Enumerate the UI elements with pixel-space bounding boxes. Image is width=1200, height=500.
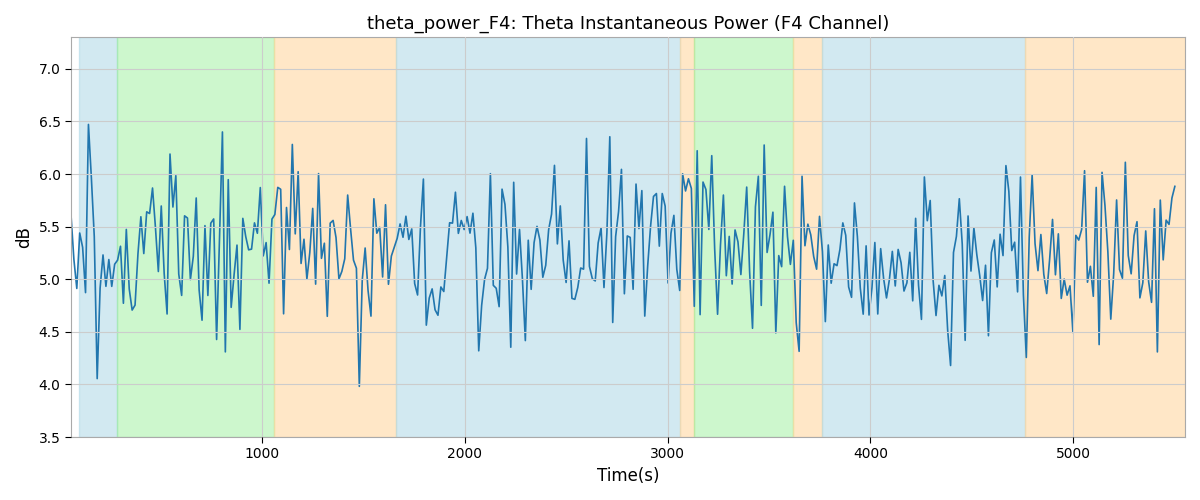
Bar — [116, 38, 274, 437]
Bar — [79, 38, 116, 437]
Y-axis label: dB: dB — [14, 226, 32, 248]
X-axis label: Time(s): Time(s) — [596, 467, 659, 485]
Bar — [396, 38, 679, 437]
Bar — [679, 38, 694, 437]
Bar — [822, 38, 1025, 437]
Bar — [274, 38, 396, 437]
Bar — [1025, 38, 1186, 437]
Title: theta_power_F4: Theta Instantaneous Power (F4 Channel): theta_power_F4: Theta Instantaneous Powe… — [367, 15, 889, 34]
Bar — [793, 38, 822, 437]
Bar — [694, 38, 793, 437]
